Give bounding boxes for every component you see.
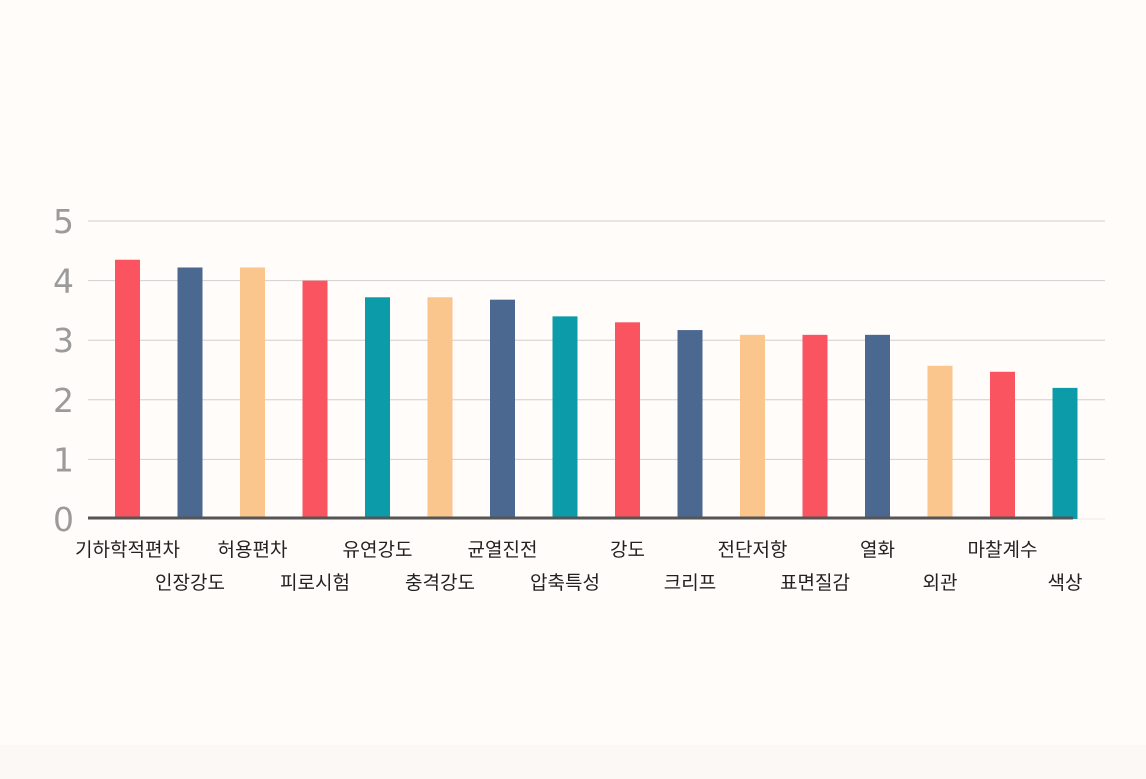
y-axis-ticks: 0 1 2 3 4 5 <box>53 202 74 539</box>
category-label-11: 표면질감 <box>780 572 850 594</box>
bars <box>115 259 1078 519</box>
bar-13 <box>927 365 953 519</box>
category-label-6: 균열진전 <box>468 539 538 561</box>
bar-11 <box>802 334 828 519</box>
bar-12 <box>865 334 890 519</box>
y-tick-label-2: 2 <box>53 381 74 420</box>
bar-8 <box>615 322 640 519</box>
category-label-8: 강도 <box>610 539 645 561</box>
category-label-2: 허용편차 <box>218 539 288 561</box>
y-tick-label-0: 0 <box>53 500 74 539</box>
category-label-4: 유연강도 <box>343 539 413 561</box>
bar-9 <box>677 330 703 519</box>
y-tick-label-4: 4 <box>53 262 74 301</box>
bar-7 <box>552 316 578 519</box>
footer-band <box>0 745 1146 779</box>
y-tick-label-1: 1 <box>53 440 74 479</box>
category-label-7: 압축특성 <box>530 572 600 594</box>
category-label-12: 열화 <box>860 539 895 561</box>
category-label-1: 인장강도 <box>155 572 225 594</box>
category-label-13: 외관 <box>923 572 958 594</box>
bar-6 <box>490 299 515 519</box>
y-tick-label-3: 3 <box>53 321 74 360</box>
bar-15 <box>1052 387 1078 519</box>
bar-5 <box>427 297 453 519</box>
bar-4 <box>365 297 390 519</box>
category-label-14: 마찰계수 <box>968 539 1038 561</box>
y-tick-label-5: 5 <box>53 202 74 241</box>
bar-2 <box>240 267 265 519</box>
category-label-9: 크리프 <box>664 572 716 594</box>
category-label-15: 색상 <box>1048 572 1083 594</box>
bar-14 <box>990 371 1015 519</box>
bar-10 <box>740 334 765 519</box>
category-label-10: 전단저항 <box>718 539 788 561</box>
category-label-3: 피로시험 <box>280 572 350 594</box>
category-label-5: 충격강도 <box>405 572 475 594</box>
bar-0 <box>115 259 140 519</box>
bar-3 <box>302 280 328 519</box>
category-label-0: 기하학적편차 <box>75 539 180 561</box>
bar-1 <box>177 267 203 519</box>
